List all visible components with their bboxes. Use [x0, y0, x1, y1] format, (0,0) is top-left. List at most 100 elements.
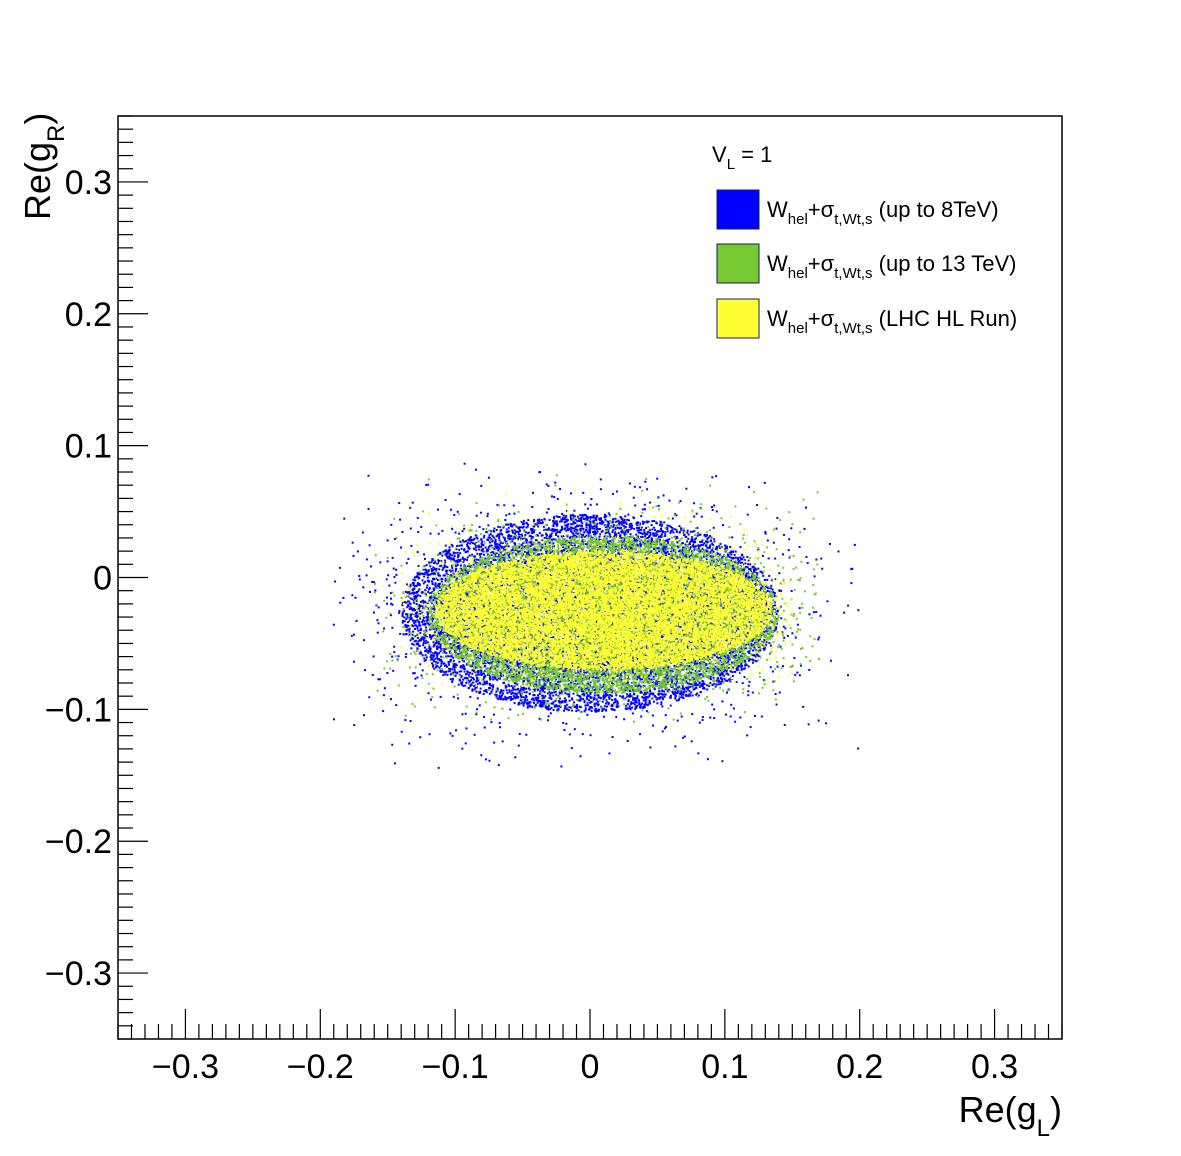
scatter-point [517, 687, 520, 690]
scatter-point [572, 527, 575, 530]
scatter-point [684, 555, 687, 558]
scatter-point [753, 654, 756, 657]
scatter-point [474, 581, 477, 584]
scatter-point [482, 550, 485, 553]
scatter-point [711, 583, 714, 586]
scatter-point [701, 547, 704, 550]
scatter-point [627, 676, 630, 679]
scatter-point [611, 492, 614, 495]
scatter-point [492, 657, 495, 660]
scatter-point [364, 669, 367, 672]
scatter-point [417, 615, 420, 618]
scatter-point [744, 566, 747, 569]
scatter-point [571, 697, 574, 700]
scatter-point [649, 746, 652, 749]
scatter-point [766, 539, 769, 542]
scatter-point [454, 531, 457, 534]
scatter-point [655, 521, 658, 524]
scatter-point [521, 537, 524, 540]
scatter-point [543, 700, 546, 703]
scatter-point [586, 701, 589, 704]
scatter-point [550, 535, 553, 538]
scatter-point [616, 703, 619, 706]
scatter-point [558, 680, 561, 683]
scatter-point [404, 633, 407, 636]
scatter-point [530, 530, 533, 533]
scatter-point [466, 541, 469, 544]
scatter-point [776, 516, 779, 519]
scatter-point [600, 705, 603, 708]
scatter-point [528, 688, 531, 691]
scatter-point [468, 608, 471, 611]
scatter-point [579, 529, 582, 532]
scatter-point [409, 597, 412, 600]
scatter-point [403, 616, 406, 619]
scatter-point [509, 537, 512, 540]
scatter-point [424, 573, 427, 576]
scatter-point [711, 622, 714, 625]
scatter-point [437, 658, 440, 661]
scatter-point [350, 634, 353, 637]
scatter-point [611, 704, 614, 707]
scatter-point [738, 650, 741, 653]
scatter-point [703, 683, 706, 686]
scatter-point [434, 561, 437, 564]
scatter-point [431, 654, 434, 657]
scatter-point [615, 656, 618, 659]
scatter-point [462, 558, 465, 561]
scatter-point [438, 658, 441, 661]
scatter-point [431, 662, 434, 665]
scatter-point [535, 539, 538, 542]
scatter-point [682, 693, 685, 696]
scatter-point [545, 511, 548, 514]
scatter-point [410, 608, 413, 611]
scatter-point [611, 703, 614, 706]
scatter-point [734, 720, 737, 723]
scatter-point [416, 633, 419, 636]
scatter-point [500, 689, 503, 692]
scatter-point [462, 684, 465, 687]
scatter-point [413, 621, 416, 624]
scatter-point [529, 569, 532, 572]
scatter-point [342, 596, 345, 599]
scatter-point [729, 545, 732, 548]
scatter-point [444, 647, 447, 650]
scatter-point [410, 618, 413, 621]
scatter-point [643, 691, 646, 694]
scatter-point [775, 626, 778, 629]
scatter-point [638, 674, 641, 677]
scatter-point [402, 619, 405, 622]
scatter-point [463, 559, 466, 562]
scatter-point [460, 544, 463, 547]
scatter-point [633, 703, 636, 706]
scatter-point [677, 624, 680, 627]
scatter-point [661, 562, 664, 565]
scatter-point [522, 696, 525, 699]
scatter-point [734, 638, 737, 641]
scatter-point [432, 569, 435, 572]
scatter-point [515, 675, 518, 678]
scatter-point [680, 696, 683, 699]
scatter-point [678, 697, 681, 700]
scatter-point [505, 660, 508, 663]
scatter-point [581, 677, 584, 680]
scatter-point [671, 529, 674, 532]
scatter-point [724, 566, 727, 569]
scatter-point [560, 690, 563, 693]
scatter-point [523, 700, 526, 703]
scatter-point [606, 668, 609, 671]
scatter-point [352, 660, 355, 663]
scatter-point [519, 699, 522, 702]
scatter-point [443, 566, 446, 569]
scatter-point [414, 619, 417, 622]
scatter-point [354, 596, 357, 599]
scatter-point [617, 568, 620, 571]
scatter-point [761, 588, 764, 591]
scatter-point [596, 523, 599, 526]
scatter-point [451, 566, 454, 569]
scatter-point [743, 630, 746, 633]
scatter-point [469, 683, 472, 686]
scatter-point [437, 592, 440, 595]
scatter-point [689, 641, 692, 644]
scatter-point [671, 680, 674, 683]
